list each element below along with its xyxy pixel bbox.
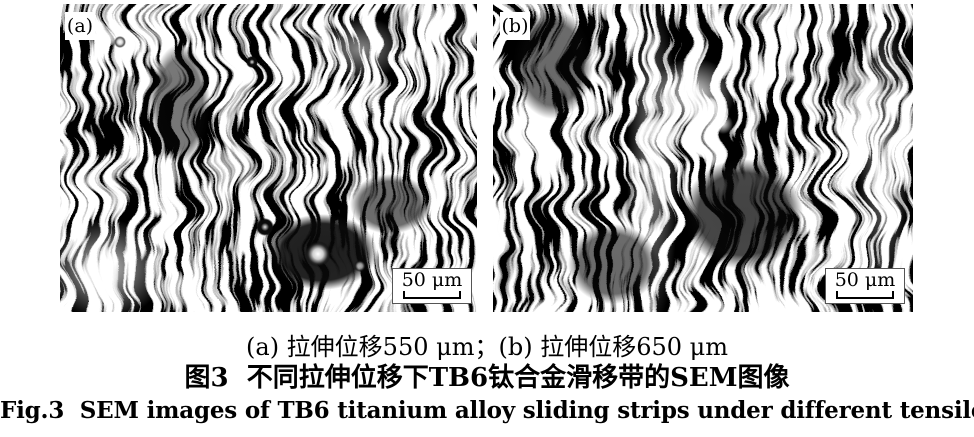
caption-subpanels-cn: (a) 拉伸位移550 μm；(b) 拉伸位移650 μm — [246, 333, 728, 361]
scale-bar-a-label: 50 μm — [401, 269, 463, 291]
sem-micrograph-a — [60, 4, 477, 312]
panel-label-b: (b) — [500, 12, 530, 40]
scale-bar-b-label: 50 μm — [834, 269, 896, 291]
sem-panel-b: (b) 50 μm — [493, 4, 913, 312]
scale-bar-a: 50 μm — [392, 268, 472, 304]
sem-panel-a: (a) 50 μm — [60, 4, 477, 312]
sem-micrograph-b — [493, 4, 913, 312]
scale-bar-b-line — [836, 291, 894, 299]
caption-title-en: Fig.3 SEM images of TB6 titanium alloy s… — [0, 397, 974, 424]
caption-title-cn: 图3 不同拉伸位移下TB6钛合金滑移带的SEM图像 — [184, 363, 790, 393]
scale-bar-b: 50 μm — [825, 268, 905, 304]
panel-label-a: (a) — [65, 12, 95, 40]
scale-bar-a-line — [403, 291, 461, 299]
